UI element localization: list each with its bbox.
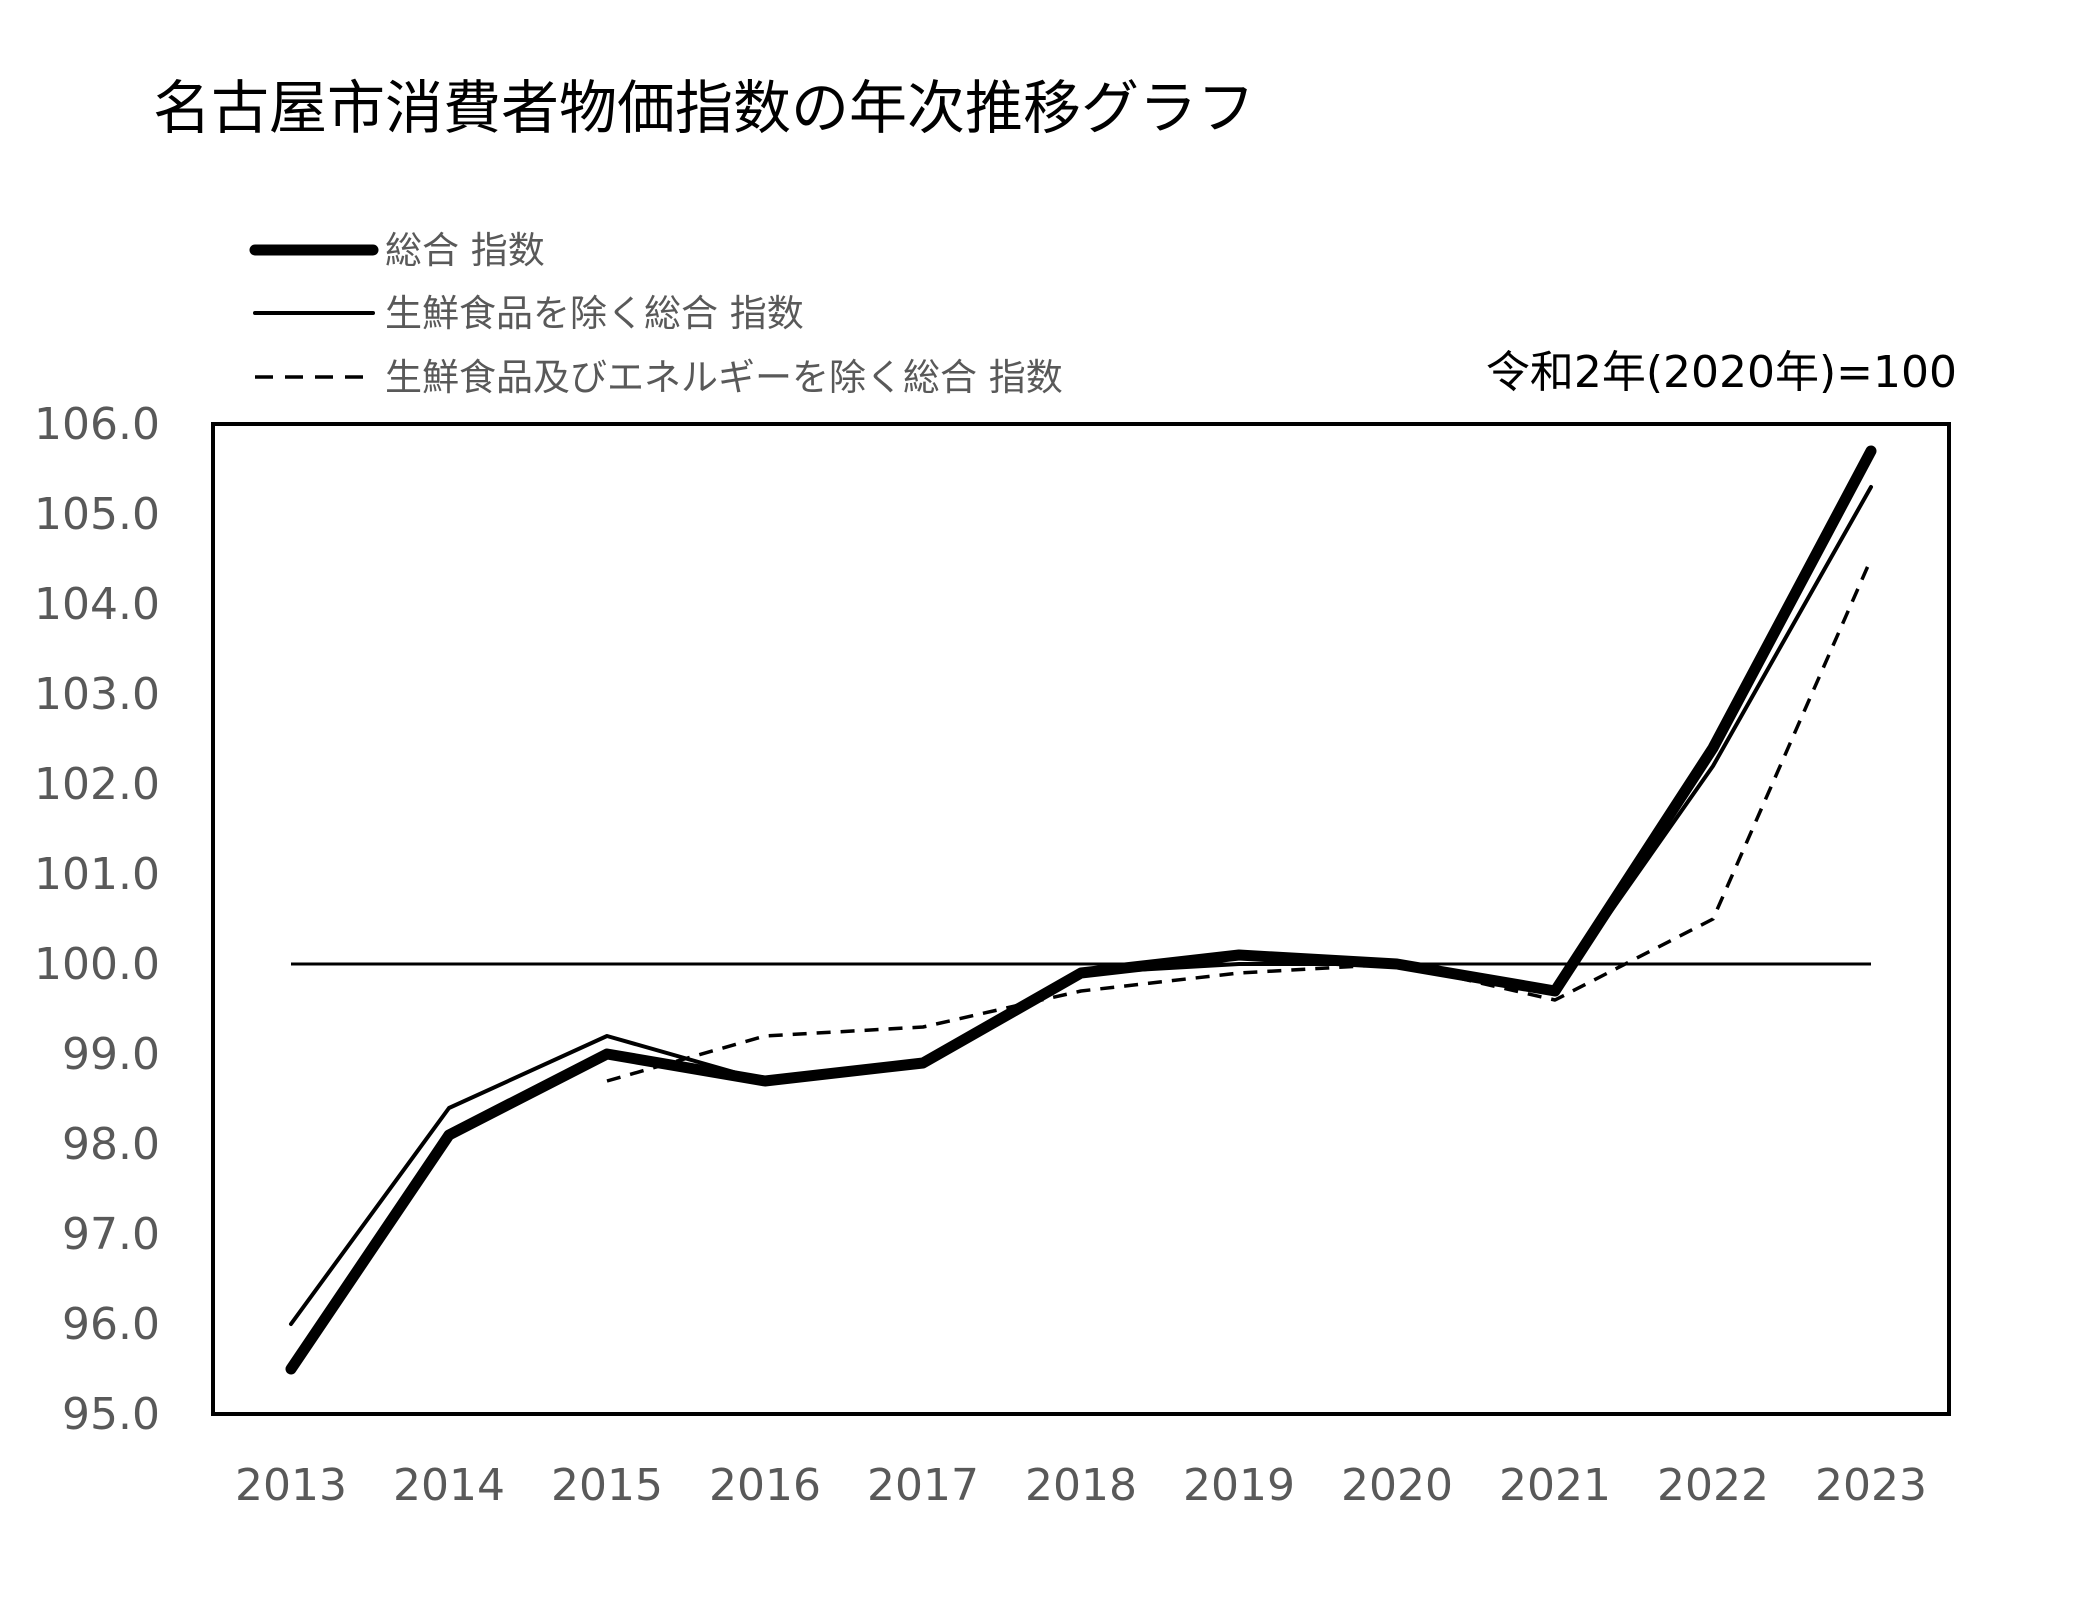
- y-tick-label: 99.0: [62, 1029, 160, 1080]
- x-tick-label: 2017: [867, 1460, 979, 1511]
- legend-label-2: 生鮮食品を除く総合 指数: [385, 292, 804, 335]
- y-tick-label: 104.0: [34, 579, 160, 630]
- chart-title: 名古屋市消費者物価指数の年次推移グラフ: [153, 74, 1255, 142]
- y-tick-label: 103.0: [34, 669, 160, 720]
- y-tick-label: 97.0: [62, 1209, 160, 1260]
- x-tick-label: 2020: [1341, 1460, 1453, 1511]
- x-tick-label: 2018: [1025, 1460, 1137, 1511]
- x-tick-label: 2021: [1499, 1460, 1611, 1511]
- y-tick-label: 102.0: [34, 759, 160, 810]
- y-tick-label: 95.0: [62, 1389, 160, 1440]
- y-tick-label: 106.0: [34, 399, 160, 450]
- series-group: [285, 445, 1877, 1375]
- x-tick-label: 2016: [709, 1460, 821, 1511]
- plot-frame: [211, 422, 1951, 1416]
- y-tick-label: 101.0: [34, 849, 160, 900]
- x-tick-label: 2022: [1657, 1460, 1769, 1511]
- x-tick-label: 2013: [235, 1460, 347, 1511]
- y-axis: 95.0 96.0 97.0 98.0 99.0 100.0 101.0 102.0 103.0…: [34, 399, 160, 1440]
- legend-label-3: 生鮮食品及びエネルギーを除く総合 指数: [385, 356, 1063, 399]
- x-tick-label: 2015: [551, 1460, 663, 1511]
- x-tick-label: 2014: [393, 1460, 505, 1511]
- legend-label-1: 総合 指数: [385, 229, 545, 272]
- y-tick-label: 105.0: [34, 489, 160, 540]
- x-axis: 2013 2014 2015 2016 2017 2018 2019 2020 2021 2022…: [235, 1460, 1927, 1511]
- x-tick-label: 2023: [1815, 1460, 1927, 1511]
- y-tick-label: 100.0: [34, 939, 160, 990]
- x-tick-label: 2019: [1183, 1460, 1295, 1511]
- y-tick-label: 96.0: [62, 1299, 160, 1350]
- y-tick-label: 98.0: [62, 1119, 160, 1170]
- series-line-3: [606, 558, 1873, 1083]
- series-line-1: [285, 445, 1877, 1375]
- base-note: 令和2年(2020年)=100: [1486, 347, 1957, 398]
